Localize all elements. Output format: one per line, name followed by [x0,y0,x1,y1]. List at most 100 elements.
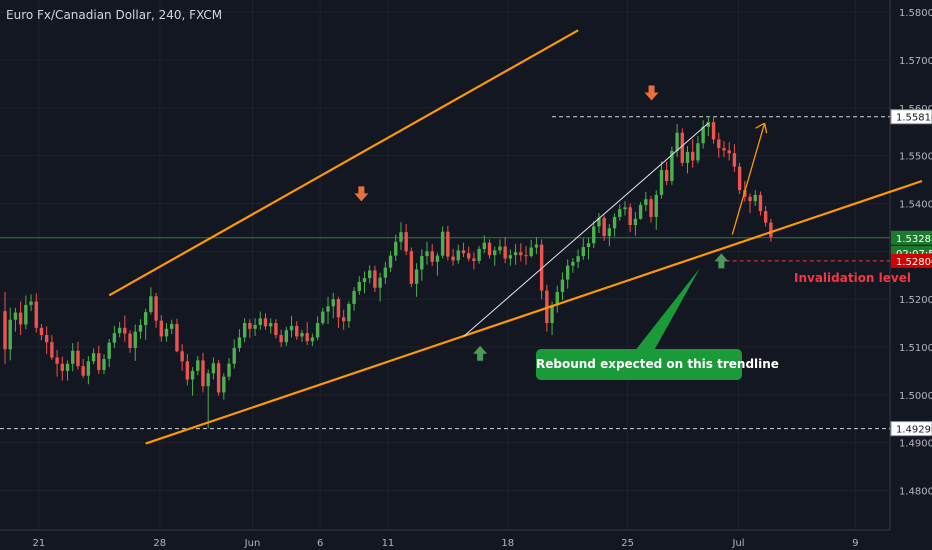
candle-body [685,151,690,163]
y-tick-label: 1.54000 [899,199,932,210]
candle-body [300,333,304,337]
candle-body [326,306,330,312]
candle-body [675,132,679,151]
current-price-label-bg [891,230,932,245]
y-tick-label: 1.51000 [899,343,932,354]
candle-body [3,311,7,350]
candle-body [664,170,669,182]
candle-body [701,126,705,144]
candle-body [175,324,179,352]
candle-body [539,244,544,291]
candle-body [628,207,632,226]
candle-body [571,261,575,266]
candle-body [8,319,12,350]
candle-body [65,363,70,371]
candle-body [451,256,455,261]
candle-body [581,247,586,257]
candle-body [513,252,518,256]
candle-body [149,296,153,313]
candle-body [196,360,200,371]
candle-body [430,251,434,262]
candle-body [352,291,356,304]
candle-body [404,232,408,252]
candle-body [321,311,325,324]
candle-body [691,151,695,161]
callout-pointer [634,268,700,356]
candle-body [696,143,700,161]
candle-body [722,148,726,151]
candle-body [503,246,507,259]
x-tick-label: 6 [317,538,323,549]
candle-body [232,347,236,364]
candle-body [555,291,559,305]
candle-body [211,363,216,374]
candle-body [185,361,190,380]
low-level-label: 1.49293 [896,425,932,436]
candle-body [477,248,481,261]
x-tick-label: Jun [244,538,261,549]
y-tick-label: 1.55000 [899,152,932,163]
candle-body [55,357,59,364]
candle-body [368,270,372,279]
candle-body [654,194,658,217]
candle-body [565,265,570,280]
candle-body [310,337,315,342]
candle-body [550,304,554,324]
upper-channel-line [108,29,579,297]
candle-body [39,327,44,336]
candle-body [138,324,143,332]
x-tick-label: Jul [732,538,745,549]
candle-body [461,250,466,254]
candle-body [727,150,731,154]
lower-channel-line [145,179,923,445]
candle-body [336,299,341,318]
candle-body [659,170,664,195]
current-price-label: 1.53283 [896,234,932,245]
x-tick-label: 25 [621,538,634,549]
x-tick-label: 9 [852,538,858,549]
candle-body [305,333,309,342]
candle-body [607,228,612,237]
candle-body [373,270,377,288]
candle-body [409,251,414,284]
candle-body [414,269,419,284]
y-tick-label: 1.57000 [899,56,932,67]
y-tick-label: 1.58000 [899,8,932,19]
candle-body [602,217,606,237]
candle-body [425,251,429,257]
down-arrow-marker [354,186,369,202]
candle-body [248,323,252,329]
inner-trendline [463,122,709,337]
candle-body [164,328,169,337]
candle-body [180,351,184,362]
candle-body [269,323,273,327]
candle-body [758,194,763,212]
candle-body [289,325,294,331]
candle-body [170,324,174,329]
candle-body [71,350,75,364]
y-tick-label: 1.49000 [899,439,932,450]
candle-body [487,242,492,256]
candle-body [24,304,28,325]
candle-body [107,342,111,359]
invalidation-label: Invalidation level [794,271,911,285]
down-arrow-marker [644,85,659,101]
candle-body [123,327,127,334]
candle-body [472,258,476,261]
candle-body [737,166,742,191]
candle-body [534,244,539,248]
invalidation-price-label-bg [891,253,932,268]
candle-body [295,325,299,337]
candle-body [524,255,528,257]
candle-body [769,222,773,237]
candle-body [508,255,513,259]
candle-body [586,243,591,248]
candle-body [576,256,580,262]
candle-body [347,303,351,322]
rebound-callout: Rebound expected on this trendline [536,349,779,380]
candle-body [44,335,49,343]
candle-body [644,199,648,205]
candle-body [133,331,137,348]
